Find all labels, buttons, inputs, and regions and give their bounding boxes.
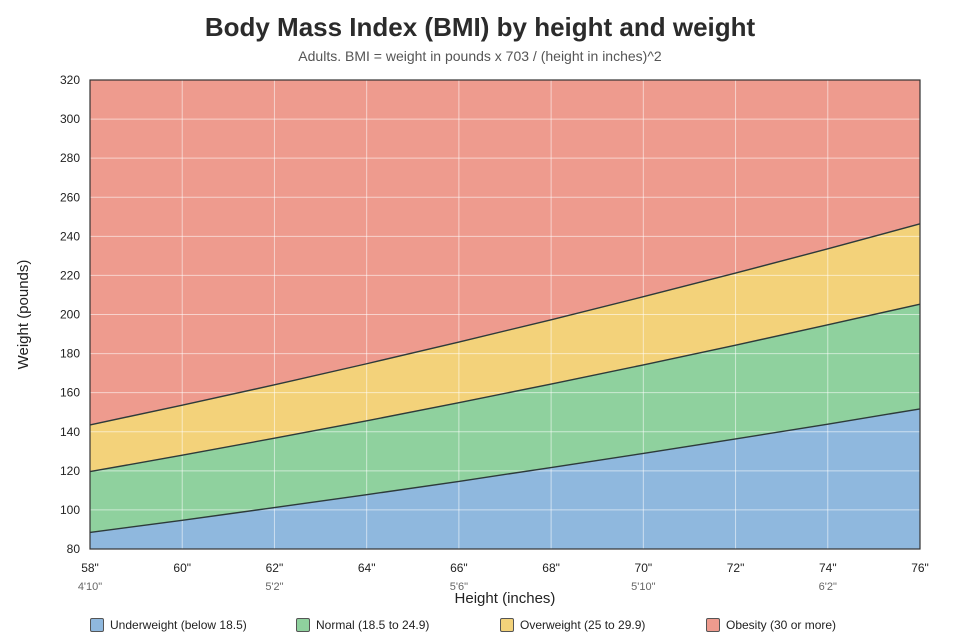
x-tick-label: 76" (911, 561, 929, 575)
legend-label: Normal (18.5 to 24.9) (316, 618, 430, 632)
legend-swatch (500, 618, 514, 632)
y-tick-label: 320 (60, 73, 80, 87)
plot-frame (89, 79, 921, 550)
area-layer (90, 80, 920, 549)
legend-item-obesity: Obesity (30 or more) (706, 616, 836, 634)
chart-title: Body Mass Index (BMI) by height and weig… (204, 12, 756, 42)
underweight-area (90, 408, 920, 549)
legend-item-underweight: Underweight (below 18.5) (90, 616, 247, 634)
bmi-boundary-line (89, 303, 921, 473)
legend-label: Underweight (below 18.5) (110, 618, 247, 632)
boundary-line-layer (89, 223, 921, 534)
y-tick-label: 80 (67, 542, 81, 556)
y-tick-label: 100 (60, 503, 80, 517)
bmi-chart: 80 100 120 140 160 180 200 220 240 260 280 300 320 5… (15, 73, 929, 607)
grid-layer (89, 79, 921, 550)
x-tick-label: 68" (542, 561, 560, 575)
bmi-boundary-line (89, 223, 921, 426)
y-tick-label: 300 (60, 112, 80, 126)
legend-swatch (90, 618, 104, 632)
legend-item-normal: Normal (18.5 to 24.9) (296, 616, 429, 634)
y-tick-label: 200 (60, 308, 80, 322)
overweight-area (90, 223, 920, 472)
y-axis-label: Weight (pounds) (15, 260, 32, 370)
x-tick-label: 72" (727, 561, 745, 575)
x-tick-label: 64" (358, 561, 376, 575)
x-tick-label: 70" (635, 561, 653, 575)
x-axis-label: Height (inches) (455, 590, 556, 607)
x-tick-feet-label: 5'10" (631, 581, 655, 593)
x-tick-feet-label: 5'2" (265, 581, 283, 593)
legend-swatch (296, 618, 310, 632)
x-tick-label: 58" (81, 561, 99, 575)
x-tick-label: 66" (450, 561, 468, 575)
legend: Underweight (below 18.5) Normal (18.5 to … (0, 616, 960, 636)
x-tick-label: 60" (173, 561, 191, 575)
legend-item-overweight: Overweight (25 to 29.9) (500, 616, 645, 634)
legend-label: Obesity (30 or more) (726, 618, 837, 632)
y-tick-label: 120 (60, 464, 80, 478)
bmi-boundary-line (89, 408, 921, 534)
y-tick-label: 140 (60, 425, 80, 439)
obesity-area (90, 80, 920, 425)
x-tick-label: 62" (266, 561, 284, 575)
y-axis-ticks: 80 100 120 140 160 180 200 220 240 260 280 300 320 (60, 73, 80, 556)
x-tick-feet-label: 6'2" (819, 581, 837, 593)
y-tick-label: 180 (60, 347, 80, 361)
y-tick-label: 160 (60, 386, 80, 400)
y-tick-label: 240 (60, 229, 80, 243)
chart-subtitle: Adults. BMI = weight in pounds x 703 / (… (298, 48, 662, 64)
y-tick-label: 220 (60, 268, 80, 282)
y-tick-label: 260 (60, 190, 80, 204)
x-axis-ticks: 58" 4'10" 60" 62" 5'2" 64" 66" 5'6" 68" 70" 5'10" 7… (78, 561, 929, 593)
y-tick-label: 280 (60, 151, 80, 165)
x-tick-feet-label: 5'6" (450, 581, 468, 593)
legend-label: Overweight (25 to 29.9) (520, 618, 646, 632)
x-tick-label: 74" (819, 561, 837, 575)
normal-area (90, 304, 920, 533)
x-tick-feet-label: 4'10" (78, 581, 102, 593)
legend-swatch (706, 618, 720, 632)
